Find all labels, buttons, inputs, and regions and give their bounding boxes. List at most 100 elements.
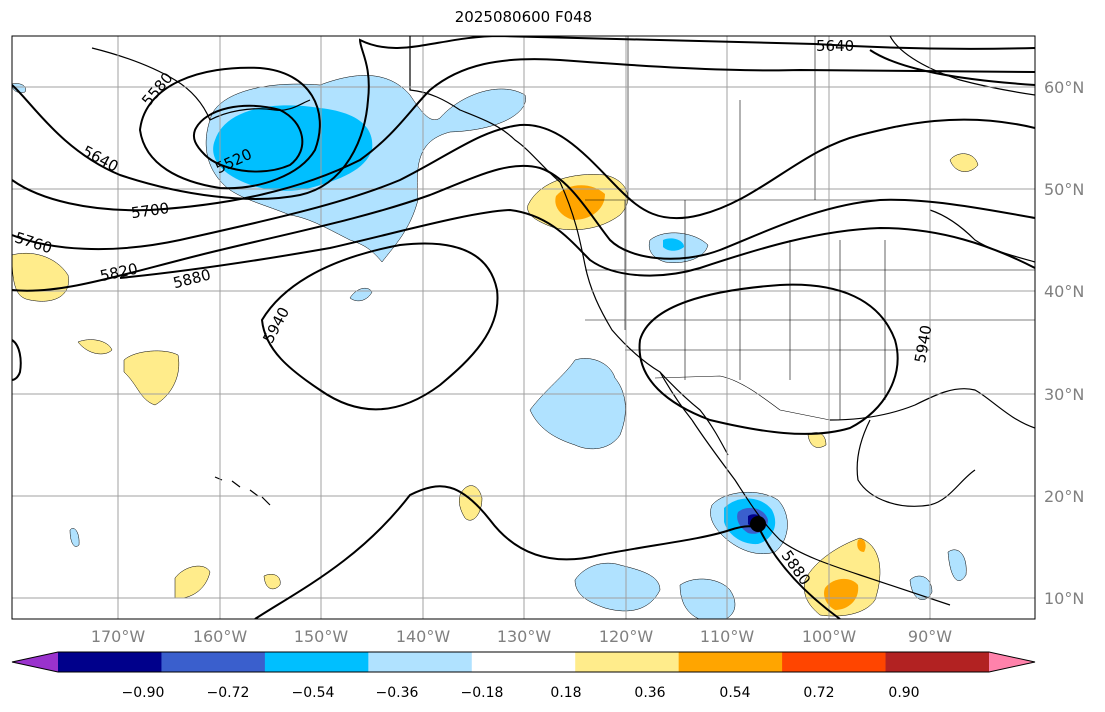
colorbar-segment <box>368 652 473 672</box>
colorbar-extend-max <box>989 652 1035 672</box>
canada-provinces <box>627 36 816 200</box>
contour-label-5700: 5700 <box>130 199 170 222</box>
alaska-peninsula <box>91 47 311 121</box>
lon-label: 170°W <box>91 627 146 646</box>
lon-label: 150°W <box>294 627 349 646</box>
contour-5820 <box>12 164 1035 292</box>
neg-anomaly-small-5 <box>12 83 26 93</box>
neg-anomaly-south <box>574 562 661 612</box>
lat-label: 60°N <box>1044 78 1084 97</box>
lat-label: 50°N <box>1044 180 1084 199</box>
latitude-labels: 60°N 50°N 40°N 30°N 20°N 10°N <box>1044 78 1084 608</box>
colorbar-segment <box>575 652 680 672</box>
contour-5700 <box>12 58 1035 212</box>
baja-peninsula <box>659 371 729 456</box>
pos-anomaly-small-b <box>458 485 483 521</box>
colorbar-segment <box>58 652 162 672</box>
storm-center-marker <box>750 516 766 532</box>
colorbar-tick-label: 0.90 <box>888 685 919 701</box>
height-contours <box>12 36 1035 619</box>
alaska-coast <box>409 36 561 183</box>
us-mexico-border <box>654 375 831 421</box>
colorbar-labels: −0.90 −0.72 −0.54 −0.36 −0.18 0.18 0.36 … <box>122 685 920 701</box>
neg-anomaly-small-1 <box>349 287 373 302</box>
colorbar-tick-label: −0.54 <box>292 685 335 701</box>
colorbar-segment <box>161 652 266 672</box>
colorbar-tick-label: 0.54 <box>719 685 750 701</box>
lon-label: 130°W <box>497 627 552 646</box>
pos-anomaly-small-f <box>949 153 979 172</box>
colorbar-tick-label: 0.18 <box>550 685 581 701</box>
contour-label-5880-north: 5880 <box>171 266 212 293</box>
colorbar-tick-label: −0.90 <box>122 685 165 701</box>
lat-label: 30°N <box>1044 385 1084 404</box>
lat-label: 10°N <box>1044 589 1084 608</box>
hawaii <box>214 476 271 506</box>
political-borders <box>585 36 1035 421</box>
colorbar-segment <box>678 652 783 672</box>
lon-label: 110°W <box>700 627 755 646</box>
neg-anomaly-small-2 <box>69 528 80 547</box>
colorbar-segment <box>264 652 369 672</box>
plot-title: 2025080600 F048 <box>454 8 593 26</box>
colorbar-tick-label: −0.72 <box>207 685 250 701</box>
neg-anomaly-small-3 <box>947 549 967 581</box>
colorbar-tick-label: 0.36 <box>634 685 665 701</box>
colorbar-segment <box>782 652 887 672</box>
anomaly-shading <box>12 75 979 619</box>
longitude-labels: 170°W 160°W 150°W 140°W 130°W 120°W 110°… <box>91 627 952 646</box>
colorbar-segment <box>471 652 576 672</box>
contour-5760 <box>12 118 1035 251</box>
pos-anomaly-south-mexico-core <box>824 578 859 610</box>
colorbar-tick-label: −0.18 <box>461 685 504 701</box>
contour-5940-edge <box>12 339 22 381</box>
contour-label-5940-west: 5940 <box>259 304 293 346</box>
coastlines <box>91 36 1035 606</box>
lon-label: 140°W <box>396 627 451 646</box>
colorbar-outline <box>11 651 1036 673</box>
contour-label-5760: 5760 <box>12 228 54 257</box>
contour-5880 <box>119 208 1035 279</box>
contour-5640-east <box>869 49 1035 86</box>
neg-anomaly-plains-core <box>663 238 684 251</box>
colorbar-segment <box>885 652 990 672</box>
contour-label-5640-west: 5640 <box>79 142 121 176</box>
west-coast-us <box>559 181 693 421</box>
pos-anomaly-hawaii-north <box>123 350 180 406</box>
pos-anomaly-west <box>12 252 69 302</box>
lon-label: 90°W <box>908 627 952 646</box>
neg-anomaly-small-4 <box>909 575 933 600</box>
contour-5640 <box>12 36 1035 200</box>
hudson-region <box>889 36 1035 96</box>
contour-label-5940-east: 5940 <box>911 324 935 365</box>
pos-anomaly-small-e <box>807 432 827 448</box>
contour-5940-west <box>260 242 499 411</box>
lon-label: 100°W <box>802 627 857 646</box>
neg-anomaly-central-pacific <box>529 358 626 450</box>
neg-anomaly-gulf-core <box>213 105 373 191</box>
map-frame <box>11 35 1036 620</box>
contour-label-5580: 5580 <box>138 69 176 110</box>
contour-5520 <box>192 104 304 173</box>
lat-label: 40°N <box>1044 282 1084 301</box>
lon-label: 160°W <box>193 627 248 646</box>
colorbar-tick-label: −0.36 <box>376 685 419 701</box>
lat-label: 20°N <box>1044 487 1084 506</box>
contour-5940-east <box>638 283 899 435</box>
contour-label-5640-north: 5640 <box>816 37 854 55</box>
great-lakes <box>929 209 1035 263</box>
pos-anomaly-small-d <box>263 574 281 590</box>
gulf-coast <box>856 419 976 507</box>
colorbar-tick-label: 0.72 <box>803 685 834 701</box>
contour-5580 <box>138 66 321 190</box>
graticule <box>12 36 1035 619</box>
pos-anomaly-small-a <box>77 339 113 355</box>
pos-anomaly-small-c <box>174 565 211 599</box>
neg-anomaly-south-2 <box>679 578 736 619</box>
gulf-coast-north <box>829 388 1035 429</box>
contour-label-5820: 5820 <box>98 260 139 286</box>
colorbar <box>11 651 1036 673</box>
mexico-pacific-coast <box>691 419 951 606</box>
pos-anomaly-pacific-nw-core <box>555 185 605 220</box>
